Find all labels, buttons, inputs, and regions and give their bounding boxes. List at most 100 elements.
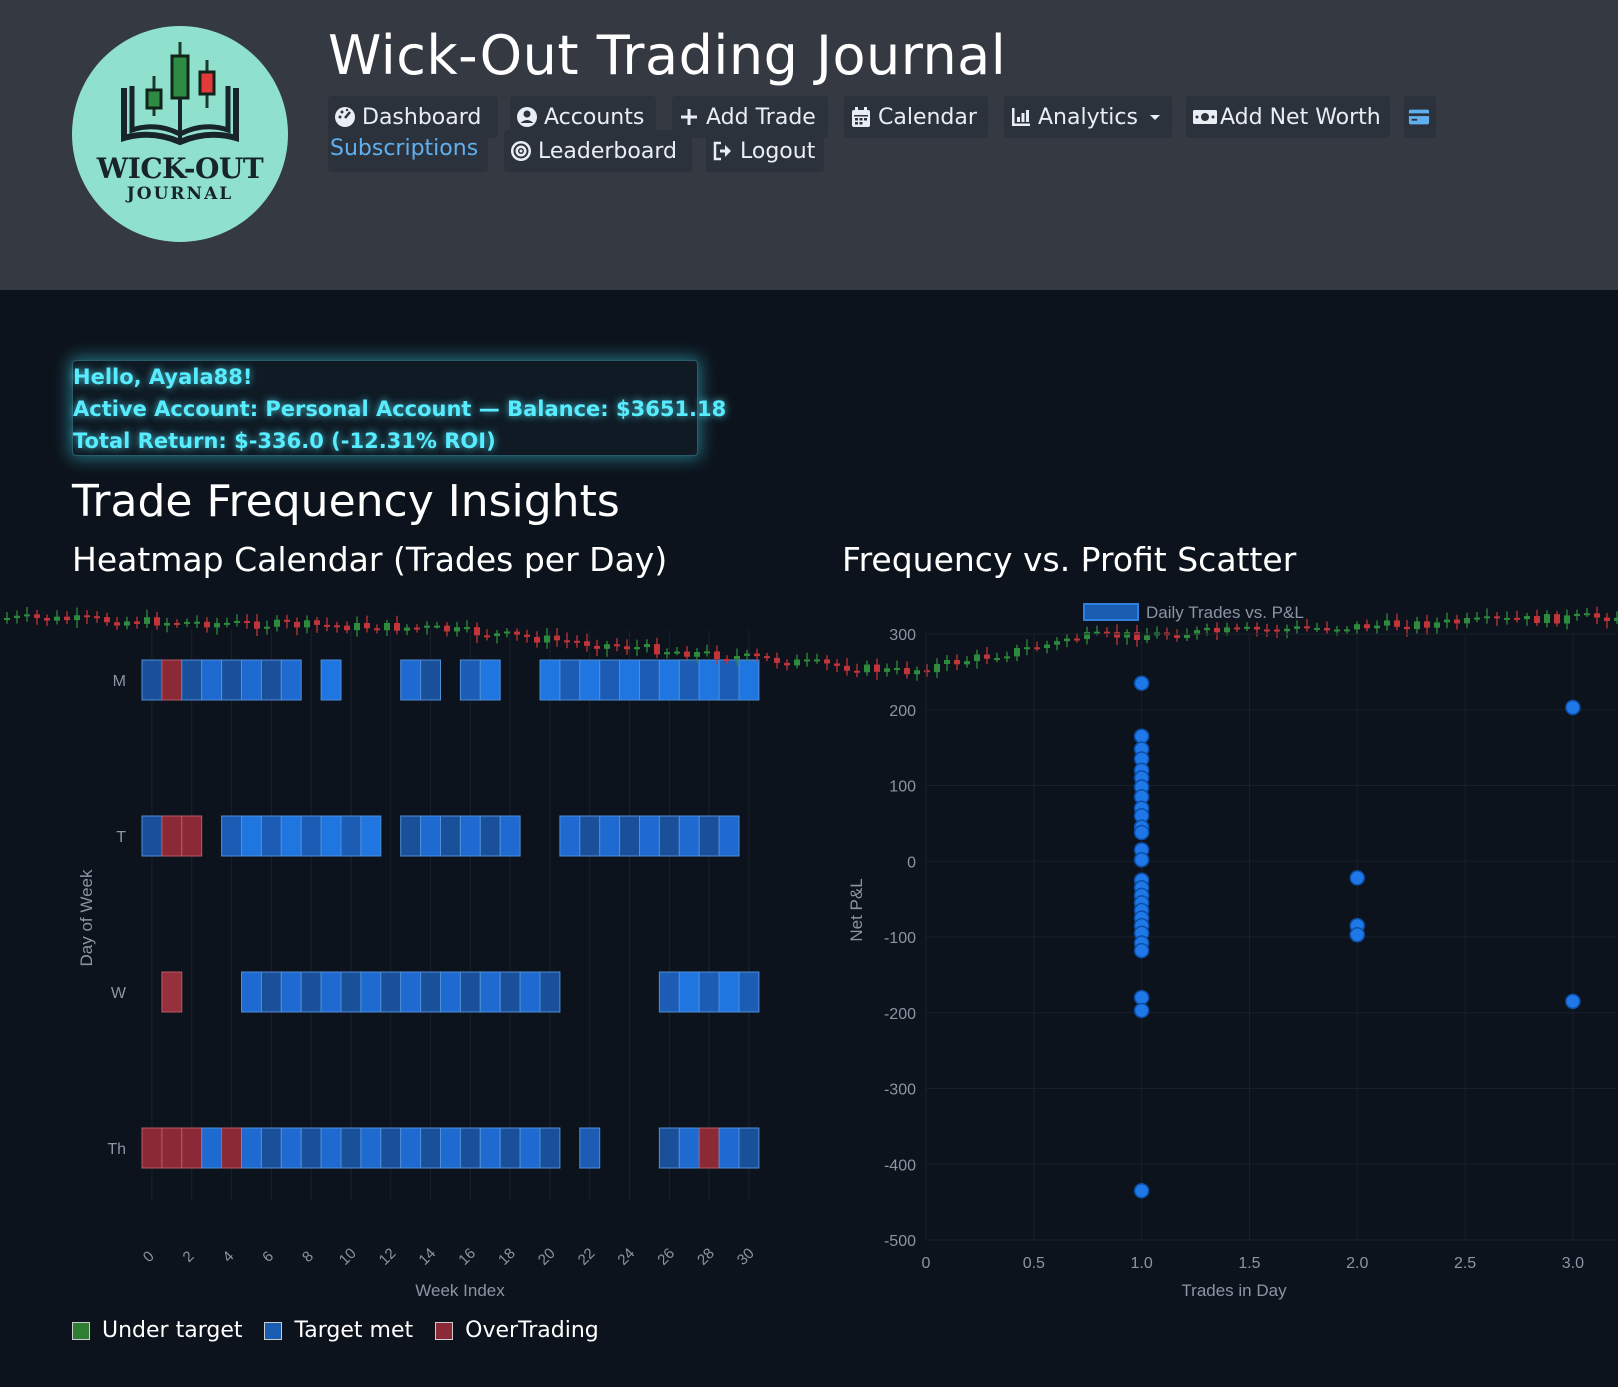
- heatmap-cell[interactable]: [738, 659, 760, 701]
- heatmap-cell[interactable]: [459, 971, 481, 1013]
- heatmap-cell[interactable]: [201, 1127, 223, 1169]
- heatmap-cell[interactable]: [360, 971, 382, 1013]
- scatter-point[interactable]: [1565, 699, 1581, 716]
- heatmap-cell[interactable]: [718, 971, 740, 1013]
- heatmap-cell[interactable]: [400, 1127, 422, 1169]
- scatter-point[interactable]: [1133, 1183, 1150, 1199]
- nav-analytics-dropdown[interactable]: Analytics: [1004, 96, 1172, 138]
- heatmap-cell[interactable]: [360, 1127, 382, 1169]
- heatmap-cell[interactable]: [300, 815, 322, 857]
- heatmap-cell[interactable]: [678, 815, 700, 857]
- heatmap-cell[interactable]: [380, 1127, 402, 1169]
- heatmap-cell[interactable]: [499, 815, 521, 857]
- heatmap-cell[interactable]: [260, 815, 282, 857]
- heatmap-cell[interactable]: [698, 971, 720, 1013]
- heatmap-cell[interactable]: [459, 815, 481, 857]
- heatmap-cell[interactable]: [400, 659, 422, 701]
- nav-credit-card[interactable]: [1404, 96, 1436, 138]
- heatmap-cell[interactable]: [639, 659, 660, 701]
- scatter-point[interactable]: [1349, 926, 1365, 943]
- heatmap-cell[interactable]: [658, 971, 680, 1013]
- heatmap-cell[interactable]: [718, 815, 740, 857]
- heatmap-cell[interactable]: [320, 659, 342, 701]
- heatmap-cell[interactable]: [658, 815, 680, 857]
- heatmap-cell[interactable]: [420, 971, 442, 1013]
- heatmap-cell[interactable]: [420, 1127, 442, 1169]
- heatmap-cell[interactable]: [241, 659, 262, 701]
- nav-leaderboard[interactable]: Leaderboard: [504, 130, 692, 172]
- heatmap-cell[interactable]: [579, 815, 601, 857]
- heatmap-cell[interactable]: [698, 1127, 720, 1169]
- heatmap-cell[interactable]: [161, 815, 183, 857]
- heatmap-cell[interactable]: [440, 971, 461, 1013]
- heatmap-cell[interactable]: [161, 971, 183, 1013]
- heatmap-cell[interactable]: [479, 971, 501, 1013]
- heatmap-cell[interactable]: [221, 659, 243, 701]
- heatmap-cell[interactable]: [380, 971, 402, 1013]
- nav-logout[interactable]: Logout: [706, 130, 824, 172]
- heatmap-cell[interactable]: [181, 659, 203, 701]
- heatmap-cell[interactable]: [280, 659, 302, 701]
- heatmap-cell[interactable]: [141, 659, 163, 701]
- scatter-point[interactable]: [1565, 993, 1581, 1010]
- heatmap-cell[interactable]: [658, 1127, 680, 1169]
- heatmap-cell[interactable]: [479, 659, 501, 701]
- heatmap-cell[interactable]: [619, 815, 640, 857]
- heatmap-cell[interactable]: [360, 815, 382, 857]
- heatmap-cell[interactable]: [340, 971, 362, 1013]
- heatmap-cell[interactable]: [400, 971, 422, 1013]
- heatmap-cell[interactable]: [459, 659, 481, 701]
- heatmap-cell[interactable]: [181, 1127, 203, 1169]
- heatmap-cell[interactable]: [479, 815, 501, 857]
- heatmap-cell[interactable]: [141, 815, 163, 857]
- heatmap-cell[interactable]: [698, 659, 720, 701]
- heatmap-cell[interactable]: [539, 659, 561, 701]
- heatmap-cell[interactable]: [639, 815, 660, 857]
- heatmap-cell[interactable]: [559, 659, 581, 701]
- heatmap-cell[interactable]: [459, 1127, 481, 1169]
- scatter-point[interactable]: [1133, 675, 1150, 691]
- nav-calendar[interactable]: Calendar: [844, 96, 988, 138]
- heatmap-cell[interactable]: [280, 815, 302, 857]
- heatmap-cell[interactable]: [718, 1127, 740, 1169]
- heatmap-cell[interactable]: [260, 971, 282, 1013]
- heatmap-cell[interactable]: [221, 815, 243, 857]
- scatter-point[interactable]: [1133, 851, 1150, 868]
- heatmap-cell[interactable]: [420, 659, 442, 701]
- heatmap-cell[interactable]: [738, 1127, 760, 1169]
- scatter-point[interactable]: [1349, 870, 1365, 886]
- heatmap-cell[interactable]: [619, 659, 640, 701]
- scatter-point[interactable]: [1133, 824, 1150, 841]
- heatmap-cell[interactable]: [400, 815, 422, 857]
- nav-subscriptions[interactable]: Subscriptions: [328, 132, 488, 172]
- heatmap-cell[interactable]: [141, 1127, 163, 1169]
- heatmap-cell[interactable]: [280, 971, 302, 1013]
- heatmap-cell[interactable]: [579, 1127, 601, 1169]
- heatmap-cell[interactable]: [678, 1127, 700, 1169]
- heatmap-cell[interactable]: [320, 971, 342, 1013]
- heatmap-cell[interactable]: [579, 659, 601, 701]
- brand-logo[interactable]: WICK-OUT JOURNAL: [72, 26, 288, 242]
- heatmap-cell[interactable]: [539, 1127, 561, 1169]
- heatmap-cell[interactable]: [718, 659, 740, 701]
- heatmap-cell[interactable]: [260, 659, 282, 701]
- heatmap-cell[interactable]: [658, 659, 680, 701]
- scatter-point[interactable]: [1133, 1002, 1150, 1019]
- heatmap-cell[interactable]: [420, 815, 442, 857]
- heatmap-cell[interactable]: [599, 815, 621, 857]
- heatmap-cell[interactable]: [479, 1127, 501, 1169]
- heatmap-cell[interactable]: [499, 971, 521, 1013]
- heatmap-cell[interactable]: [499, 1127, 521, 1169]
- heatmap-cell[interactable]: [519, 971, 541, 1013]
- heatmap-cell[interactable]: [241, 815, 262, 857]
- scatter-point[interactable]: [1133, 942, 1150, 959]
- heatmap-cell[interactable]: [559, 815, 581, 857]
- nav-add-net-worth[interactable]: Add Net Worth: [1186, 96, 1390, 138]
- scatter-point[interactable]: [1133, 989, 1150, 1006]
- heatmap-cell[interactable]: [241, 971, 262, 1013]
- heatmap-cell[interactable]: [440, 1127, 461, 1169]
- heatmap-cell[interactable]: [678, 971, 700, 1013]
- heatmap-cell[interactable]: [280, 1127, 302, 1169]
- heatmap-cell[interactable]: [698, 815, 720, 857]
- heatmap-cell[interactable]: [260, 1127, 282, 1169]
